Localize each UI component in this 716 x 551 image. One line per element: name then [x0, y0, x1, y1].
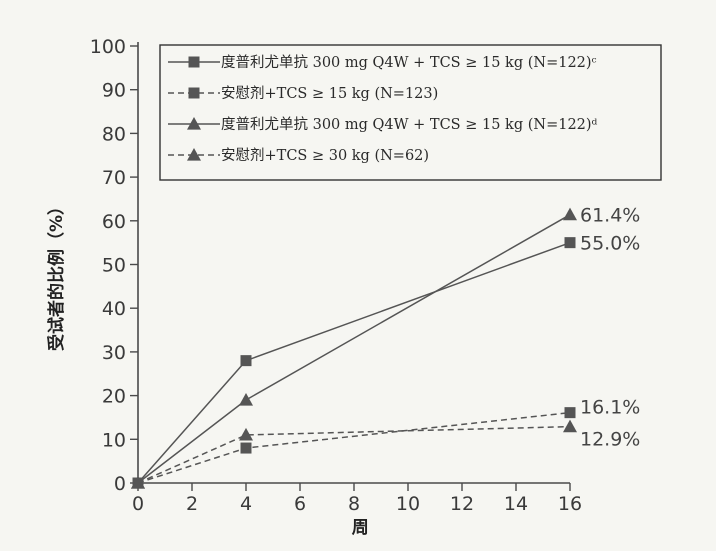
legend-item: 度普利尤单抗 300 mg Q4W + TCS ≥ 15 kg (N=122)ᶜ [168, 54, 597, 71]
legend-label: 度普利尤单抗 300 mg Q4W + TCS ≥ 15 kg (N=122)ᶜ [221, 54, 597, 71]
y-tick-label: 90 [102, 80, 126, 102]
y-tick-label: 50 [102, 255, 126, 277]
legend-label: 安慰剂+TCS ≥ 30 kg (N=62) [221, 147, 429, 164]
x-tick-label: 10 [396, 493, 420, 515]
data-label: 55.0% [580, 233, 640, 255]
triangle-marker [239, 392, 253, 406]
legend-triangle-marker [187, 117, 201, 130]
data-label: 16.1% [580, 397, 640, 419]
data-label: 12.9% [580, 429, 640, 451]
triangle-marker [131, 476, 145, 489]
x-tick-label: 16 [558, 493, 582, 515]
legend-item: 安慰剂+TCS ≥ 30 kg (N=62) [168, 147, 429, 164]
y-tick-label: 80 [102, 123, 126, 145]
x-axis-title: 周 [352, 518, 369, 538]
legend-label: 度普利尤单抗 300 mg Q4W + TCS ≥ 15 kg (N=122)ᵈ [221, 116, 598, 133]
series-line [137, 411, 571, 484]
y-tick-label: 10 [102, 429, 126, 451]
x-tick-label: 12 [450, 493, 474, 515]
x-tick-label: 4 [240, 493, 252, 515]
legend-label: 安慰剂+TCS ≥ 15 kg (N=123) [221, 85, 438, 102]
series-2 [132, 407, 576, 489]
y-axis-title: 受试者的比例（%） [46, 198, 67, 351]
triangle-marker [563, 419, 577, 433]
x-tick-label: 14 [504, 493, 528, 515]
series-line [137, 241, 571, 484]
triangle-marker [563, 207, 577, 221]
square-marker [240, 442, 252, 454]
legend-item: 安慰剂+TCS ≥ 15 kg (N=123) [168, 85, 438, 102]
series-1 [132, 237, 576, 489]
y-tick-label: 60 [102, 211, 126, 233]
square-marker [564, 237, 576, 249]
y-tick-label: 20 [102, 386, 126, 408]
legend-item: 度普利尤单抗 300 mg Q4W + TCS ≥ 15 kg (N=122)ᵈ [168, 116, 598, 133]
legend-square-marker [188, 87, 200, 99]
triangle-marker [239, 427, 253, 441]
y-tick-label: 100 [90, 36, 126, 58]
data-label: 61.4% [580, 205, 640, 227]
square-marker [240, 355, 252, 367]
y-tick-label: 40 [102, 298, 126, 320]
legend-triangle-marker [187, 148, 201, 161]
y-tick-label: 30 [102, 342, 126, 364]
series-4 [131, 419, 577, 489]
square-marker [564, 407, 576, 419]
legend-square-marker [188, 56, 200, 68]
y-tick-label: 0 [114, 473, 126, 495]
x-tick-label: 0 [132, 493, 144, 515]
legend-box [159, 44, 662, 181]
x-tick-label: 8 [348, 493, 360, 515]
x-tick-label: 6 [294, 493, 306, 515]
y-tick-label: 70 [102, 167, 126, 189]
series-3 [131, 207, 577, 489]
x-tick-label: 2 [186, 493, 198, 515]
series-line [137, 214, 571, 484]
series-line [137, 425, 571, 484]
